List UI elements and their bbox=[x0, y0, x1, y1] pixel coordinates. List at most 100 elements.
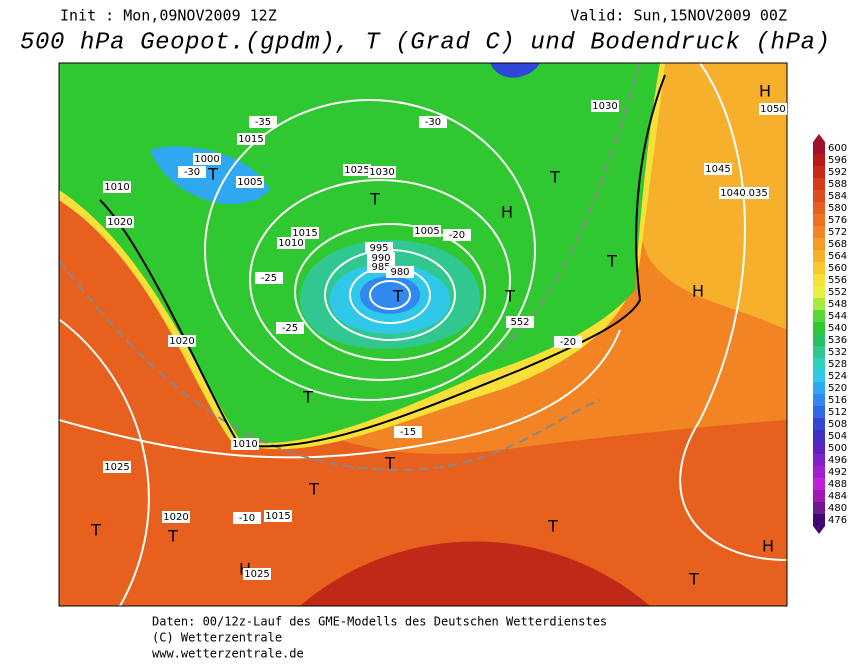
colorbar-cell bbox=[813, 178, 825, 190]
pressure-center: T bbox=[90, 521, 101, 540]
contour-label: -30 bbox=[425, 117, 441, 128]
colorbar-label: 536 bbox=[828, 335, 847, 346]
contour-label: 1030 bbox=[592, 101, 617, 112]
label-box bbox=[291, 227, 319, 239]
colorbar-cell bbox=[813, 346, 825, 358]
label-box bbox=[554, 336, 582, 348]
label-box bbox=[162, 511, 190, 523]
pressure-center: T bbox=[384, 454, 395, 473]
contour-label: 1025 bbox=[104, 462, 129, 473]
colorbar-cell bbox=[813, 430, 825, 442]
label-box bbox=[264, 510, 292, 522]
contour-label: 1025 bbox=[344, 165, 369, 176]
label-box bbox=[419, 116, 447, 128]
contour-label: 1010 bbox=[232, 439, 257, 450]
footer-source: Daten: 00/12z-Lauf des GME-Modells des D… bbox=[152, 615, 607, 629]
map-labels: TTTTTTTTTTTTTHHHHH1015100010051010102010… bbox=[90, 82, 787, 589]
colorbar-cell bbox=[813, 202, 825, 214]
label-box bbox=[343, 164, 371, 176]
map-field bbox=[59, 63, 787, 606]
colorbar-cell bbox=[813, 406, 825, 418]
colorbar-cell bbox=[813, 466, 825, 478]
contour-label: 552 bbox=[510, 317, 529, 328]
colorbar-label: 580 bbox=[828, 203, 847, 214]
pressure-center: T bbox=[392, 287, 403, 306]
colorbar-cell bbox=[813, 286, 825, 298]
contour-label: 1015 bbox=[265, 511, 290, 522]
label-box bbox=[276, 322, 304, 334]
colorbar-cell bbox=[813, 502, 825, 514]
colorbar: 6005965925885845805765725685645605565525… bbox=[813, 134, 847, 534]
contour-label: 1015 bbox=[238, 134, 263, 145]
colorbar-cell bbox=[813, 190, 825, 202]
colorbar-cell bbox=[813, 310, 825, 322]
contour-label: -30 bbox=[184, 167, 200, 178]
colorbar-cell bbox=[813, 166, 825, 178]
label-box bbox=[591, 100, 619, 112]
contour-label: 1035 bbox=[742, 188, 767, 199]
pressure-center: T bbox=[369, 190, 380, 209]
contour-label: 1005 bbox=[414, 226, 439, 237]
colorbar-cell bbox=[813, 322, 825, 334]
pressure-center: T bbox=[302, 388, 313, 407]
colorbar-label: 548 bbox=[828, 299, 847, 310]
colorbar-cell bbox=[813, 370, 825, 382]
colorbar-cell bbox=[813, 238, 825, 250]
contour-label: 1040 bbox=[720, 188, 745, 199]
label-box bbox=[178, 166, 206, 178]
footer-copyright: (C) Wetterzentrale bbox=[152, 631, 282, 645]
colorbar-label: 508 bbox=[828, 419, 847, 430]
colorbar-label: 600 bbox=[828, 143, 847, 154]
colorbar-cell bbox=[813, 154, 825, 166]
colorbar-label: 588 bbox=[828, 179, 847, 190]
pressure-center: H bbox=[501, 203, 513, 222]
colorbar-label: 484 bbox=[828, 491, 847, 502]
contour-label: 995 bbox=[369, 243, 388, 254]
colorbar-label: 496 bbox=[828, 455, 847, 466]
colorbar-label: 528 bbox=[828, 359, 847, 370]
pressure-center: T bbox=[504, 287, 515, 306]
colorbar-label: 540 bbox=[828, 323, 847, 334]
init-time: Init : Mon,09NOV2009 12Z bbox=[60, 7, 277, 25]
colorbar-arrow bbox=[813, 134, 825, 142]
label-box bbox=[106, 216, 134, 228]
contour-label: 1000 bbox=[194, 154, 219, 165]
map-title: 500 hPa Geopot.(gpdm), T (Grad C) und Bo… bbox=[20, 29, 830, 56]
contour-label: -35 bbox=[255, 117, 271, 128]
label-box bbox=[231, 438, 259, 450]
colorbar-label: 584 bbox=[828, 191, 847, 202]
colorbar-cell bbox=[813, 418, 825, 430]
valid-time: Valid: Sun,15NOV2009 00Z bbox=[570, 7, 787, 25]
label-box bbox=[394, 426, 422, 438]
colorbar-label: 524 bbox=[828, 371, 847, 382]
colorbar-label: 512 bbox=[828, 407, 847, 418]
colorbar-cell bbox=[813, 298, 825, 310]
contour-label: 1010 bbox=[104, 182, 129, 193]
pressure-center: H bbox=[762, 537, 774, 556]
label-box bbox=[506, 316, 534, 328]
colorbar-label: 492 bbox=[828, 467, 847, 478]
label-box bbox=[443, 229, 471, 241]
label-box bbox=[168, 335, 196, 347]
pressure-center: T bbox=[308, 480, 319, 499]
label-box bbox=[237, 133, 265, 145]
colorbar-cell bbox=[813, 334, 825, 346]
label-box bbox=[233, 512, 261, 524]
pressure-center: T bbox=[606, 252, 617, 271]
map-frame bbox=[58, 62, 788, 607]
colorbar-cell bbox=[813, 478, 825, 490]
contour-label: 1025 bbox=[244, 569, 269, 580]
colorbar-cell bbox=[813, 490, 825, 502]
colorbar-cell bbox=[813, 454, 825, 466]
contour-label: 1005 bbox=[237, 177, 262, 188]
label-box bbox=[368, 166, 396, 178]
colorbar-label: 564 bbox=[828, 251, 847, 262]
colorbar-cell bbox=[813, 262, 825, 274]
contour-label: -25 bbox=[282, 323, 298, 334]
footer-url: www.wetterzentrale.de bbox=[152, 647, 304, 661]
label-box bbox=[103, 461, 131, 473]
colorbar-label: 552 bbox=[828, 287, 847, 298]
colorbar-cell bbox=[813, 382, 825, 394]
